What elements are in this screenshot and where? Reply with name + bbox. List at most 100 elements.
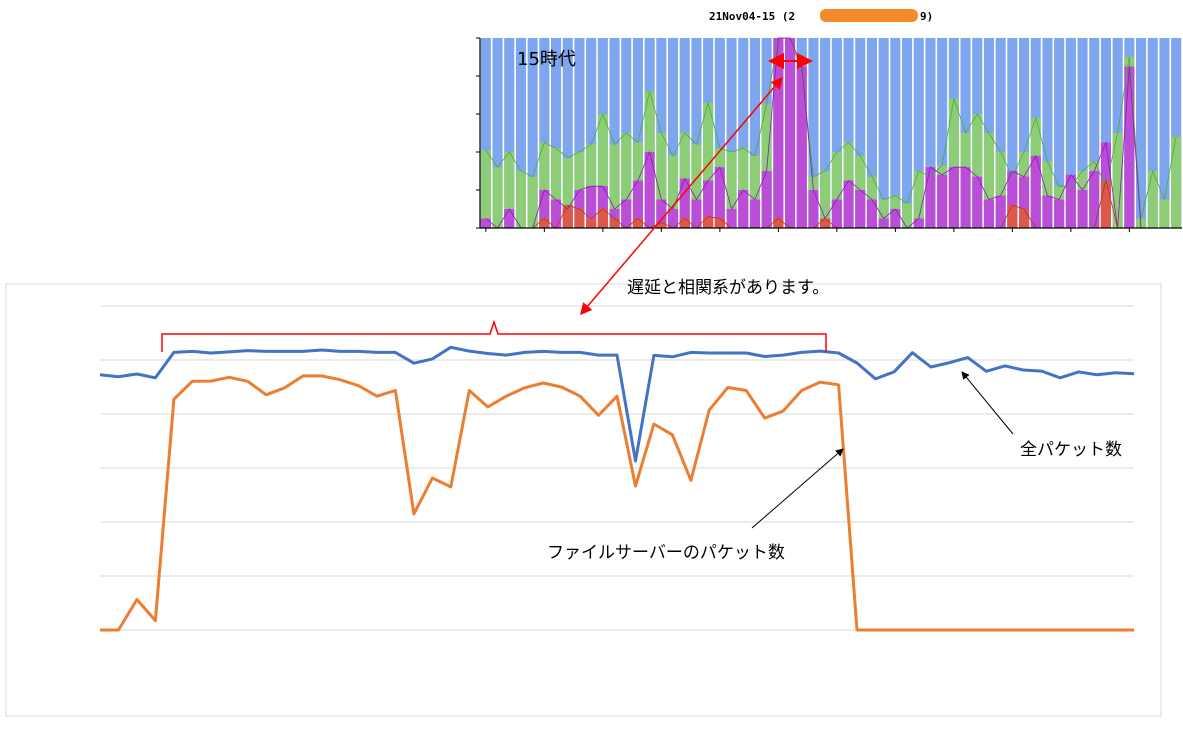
top-chart-title: 21Nov04-15 (2 9) [709, 9, 933, 23]
bar-green [527, 176, 538, 228]
bar-green [1171, 136, 1182, 228]
bar-red [632, 218, 643, 228]
bar-green [983, 133, 994, 228]
bar-blue [808, 38, 819, 228]
bar-blue [855, 38, 866, 228]
bar-red [609, 218, 620, 228]
bar-green [820, 171, 831, 228]
bar-green [551, 148, 562, 228]
bar-blue [925, 38, 936, 228]
bar-blue [480, 38, 491, 228]
bar-purple [551, 199, 562, 228]
bar-purple [960, 167, 971, 228]
bar-purple [796, 66, 807, 228]
bar-blue [504, 38, 515, 228]
bar-blue [1007, 38, 1018, 228]
bar-purple [1019, 176, 1030, 228]
bar-purple [773, 38, 784, 228]
bar-red [539, 218, 550, 228]
bar-red [1019, 209, 1030, 228]
redaction-mark [820, 9, 918, 22]
hour-annotation: 15時代 [517, 49, 576, 70]
bar-purple [1042, 195, 1053, 228]
bar-purple [972, 176, 983, 228]
bar-red [1007, 205, 1018, 228]
bar-blue [1065, 38, 1076, 228]
bar-purple [749, 199, 760, 228]
bar-blue [995, 38, 1006, 228]
bar-purple [831, 199, 842, 228]
bar-purple [937, 174, 948, 228]
bar-blue [1159, 38, 1170, 228]
bar-blue [562, 38, 573, 228]
bar-green [515, 171, 526, 228]
top-chart-title-head: 21Nov04-15 (2 [709, 10, 795, 23]
bar-blue [539, 38, 550, 228]
bar-purple [983, 199, 994, 228]
bar-purple [1089, 171, 1100, 228]
bar-blue [937, 38, 948, 228]
bar-purple [878, 218, 889, 228]
bar-purple [1030, 155, 1041, 228]
bar-green [913, 171, 924, 228]
bar-purple [644, 152, 655, 228]
bar-green [878, 199, 889, 228]
bar-blue [515, 38, 526, 228]
bar-blue [902, 38, 913, 228]
bar-green [902, 203, 913, 228]
bar-red [714, 218, 725, 228]
bar-red [574, 209, 585, 228]
bar-blue [1089, 38, 1100, 228]
bar-blue [831, 38, 842, 228]
bar-blue [820, 38, 831, 228]
bar-purple [1007, 171, 1018, 228]
bar-blue [878, 38, 889, 228]
bar-green [1159, 199, 1170, 228]
bar-red [679, 218, 690, 228]
bar-blue [551, 38, 562, 228]
bar-purple [539, 190, 550, 228]
bar-purple [995, 195, 1006, 228]
bar-blue [1136, 38, 1147, 228]
bar-red [656, 222, 667, 228]
bar-purple [866, 199, 877, 228]
hourly-chart: 21Nov04-15 (2 9) 15時代 [476, 9, 1182, 232]
bar-green [562, 157, 573, 228]
bar-purple [890, 209, 901, 228]
bar-red [773, 218, 784, 228]
bar-green [972, 114, 983, 228]
bar-purple [913, 218, 924, 228]
bar-green [539, 142, 550, 228]
bar-purple [1065, 174, 1076, 228]
packet-chart [5, 283, 1162, 717]
bar-blue [1054, 38, 1065, 228]
bar-blue [1042, 38, 1053, 228]
bar-blue [1171, 38, 1182, 228]
top-x-axis [480, 227, 1182, 232]
bar-red [703, 216, 714, 228]
bar-green [1147, 171, 1158, 228]
bar-purple [843, 180, 854, 228]
bar-green [1112, 133, 1123, 228]
bar-blue [1077, 38, 1088, 228]
bar-blue [492, 38, 503, 228]
bar-red [820, 218, 831, 228]
bar-purple [1077, 190, 1088, 228]
bar-purple [504, 209, 515, 228]
bar-purple [785, 38, 796, 228]
top-chart-title-tail: 9) [920, 10, 933, 23]
bar-purple [925, 167, 936, 228]
bar-green [948, 98, 959, 228]
bar-blue [913, 38, 924, 228]
bar-blue [527, 38, 538, 228]
bar-blue [843, 38, 854, 228]
top-y-axis [476, 37, 481, 229]
bar-purple [1054, 199, 1065, 228]
bar-green [831, 152, 842, 228]
bar-purple [1124, 66, 1135, 228]
file-server-line [100, 374, 1134, 632]
top-plot-area [480, 37, 1182, 229]
bar-blue [1019, 38, 1030, 228]
bar-purple [948, 167, 959, 228]
bar-blue [1147, 38, 1158, 228]
